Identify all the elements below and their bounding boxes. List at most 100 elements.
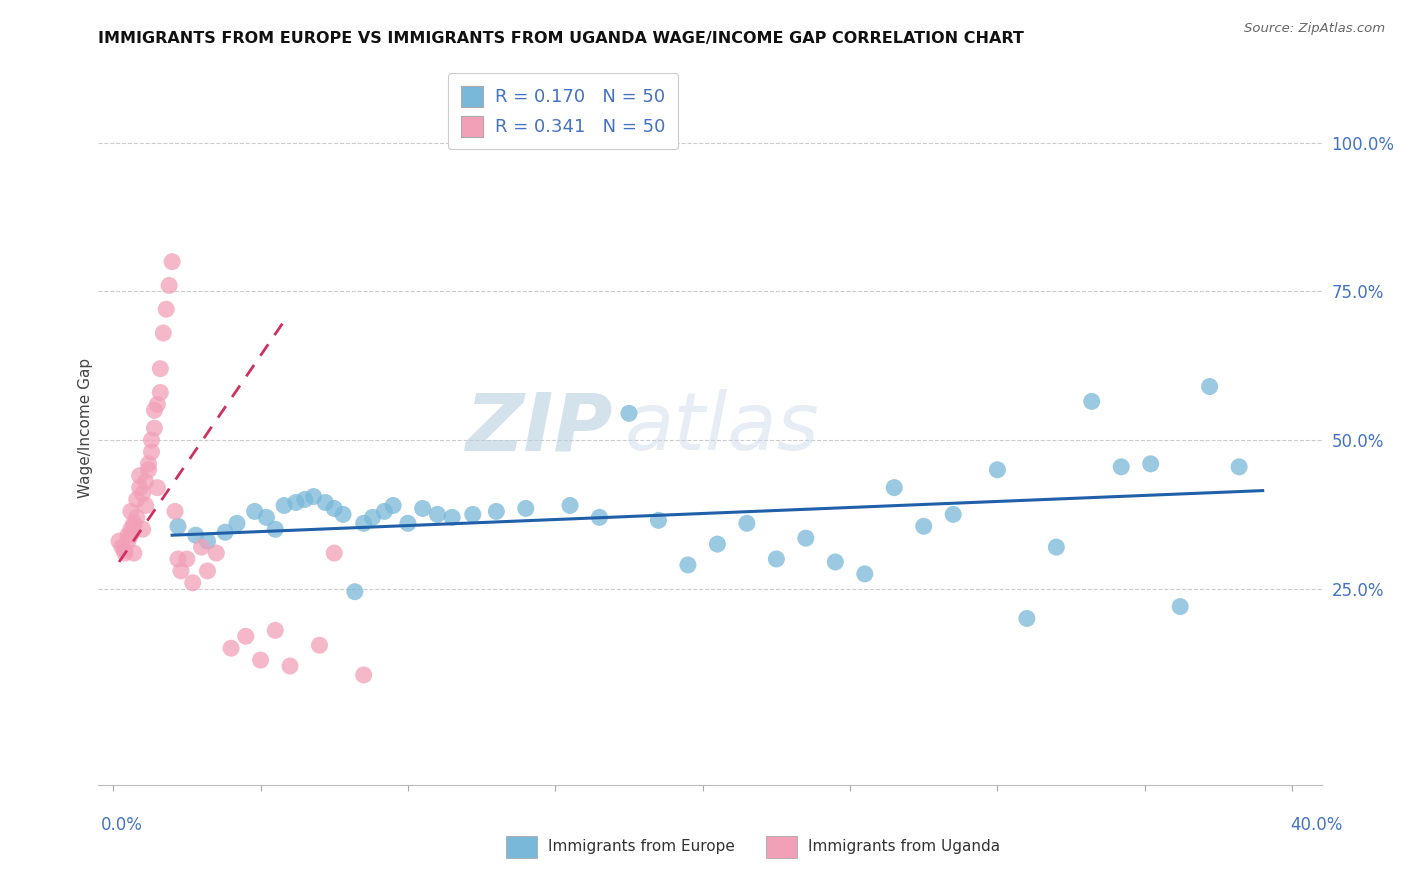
Point	[1045, 540, 1067, 554]
Point	[149, 385, 172, 400]
Point	[353, 516, 375, 531]
Point	[273, 499, 295, 513]
Point	[170, 564, 193, 578]
Point	[143, 421, 166, 435]
Point	[883, 481, 905, 495]
Point	[588, 510, 610, 524]
Legend: R = 0.170   N = 50, R = 0.341   N = 50: R = 0.170 N = 50, R = 0.341 N = 50	[449, 73, 678, 149]
Point	[235, 629, 257, 643]
Point	[135, 499, 157, 513]
Point	[735, 516, 758, 531]
Point	[441, 510, 464, 524]
Point	[361, 510, 384, 524]
Point	[167, 552, 190, 566]
Point	[558, 499, 581, 513]
Point	[986, 463, 1008, 477]
Point	[122, 516, 145, 531]
Point	[794, 531, 817, 545]
Point	[278, 659, 301, 673]
Point	[706, 537, 728, 551]
Text: Immigrants from Europe: Immigrants from Europe	[548, 839, 735, 855]
Text: Immigrants from Uganda: Immigrants from Uganda	[808, 839, 1001, 855]
Text: 40.0%: 40.0%	[1291, 816, 1343, 834]
Point	[167, 519, 190, 533]
Point	[152, 326, 174, 340]
Point	[120, 504, 142, 518]
Point	[135, 475, 157, 489]
Point	[243, 504, 266, 518]
Point	[912, 519, 935, 533]
Point	[412, 501, 434, 516]
Point	[184, 528, 207, 542]
Point	[323, 501, 346, 516]
Point	[396, 516, 419, 531]
Point	[219, 641, 242, 656]
Point	[197, 564, 219, 578]
Point	[205, 546, 228, 560]
Point	[461, 508, 484, 522]
Point	[226, 516, 249, 531]
Point	[824, 555, 846, 569]
Point	[249, 653, 271, 667]
Text: Source: ZipAtlas.com: Source: ZipAtlas.com	[1244, 22, 1385, 36]
FancyBboxPatch shape	[766, 836, 797, 858]
Point	[382, 499, 405, 513]
Point	[353, 668, 375, 682]
Point	[485, 504, 508, 518]
Point	[314, 495, 336, 509]
FancyBboxPatch shape	[506, 836, 537, 858]
Text: ZIP: ZIP	[465, 389, 612, 467]
Text: atlas: atlas	[624, 389, 820, 467]
Point	[117, 528, 139, 542]
Point	[284, 495, 307, 509]
Point	[146, 481, 169, 495]
Point	[765, 552, 787, 566]
Point	[125, 492, 148, 507]
Point	[120, 522, 142, 536]
Point	[214, 525, 236, 540]
Point	[323, 546, 346, 560]
Point	[146, 397, 169, 411]
Point	[343, 584, 366, 599]
Point	[302, 490, 325, 504]
Point	[676, 558, 699, 572]
Point	[143, 403, 166, 417]
Point	[332, 508, 354, 522]
Point	[108, 534, 131, 549]
Point	[1080, 394, 1102, 409]
Point	[131, 486, 153, 500]
Point	[111, 540, 134, 554]
Point	[128, 481, 150, 495]
Point	[853, 566, 876, 581]
Point	[308, 638, 330, 652]
Point	[138, 463, 160, 477]
Point	[1198, 379, 1220, 393]
Point	[197, 534, 219, 549]
Point	[190, 540, 212, 554]
Point	[125, 510, 148, 524]
Point	[254, 510, 277, 524]
Point	[122, 546, 145, 560]
Point	[373, 504, 395, 518]
Point	[117, 534, 139, 549]
Text: IMMIGRANTS FROM EUROPE VS IMMIGRANTS FROM UGANDA WAGE/INCOME GAP CORRELATION CHA: IMMIGRANTS FROM EUROPE VS IMMIGRANTS FRO…	[98, 31, 1025, 46]
Point	[141, 445, 163, 459]
Point	[426, 508, 449, 522]
Point	[114, 543, 136, 558]
Point	[160, 254, 183, 268]
Point	[114, 546, 136, 560]
Point	[176, 552, 198, 566]
Point	[149, 361, 172, 376]
Point	[1109, 459, 1132, 474]
Point	[294, 492, 316, 507]
Point	[138, 457, 160, 471]
Y-axis label: Wage/Income Gap: Wage/Income Gap	[77, 358, 93, 499]
Point	[128, 468, 150, 483]
Text: 0.0%: 0.0%	[101, 816, 143, 834]
Point	[141, 433, 163, 447]
Point	[515, 501, 537, 516]
Point	[647, 513, 669, 527]
Point	[264, 624, 287, 638]
Point	[131, 522, 153, 536]
Point	[1139, 457, 1161, 471]
